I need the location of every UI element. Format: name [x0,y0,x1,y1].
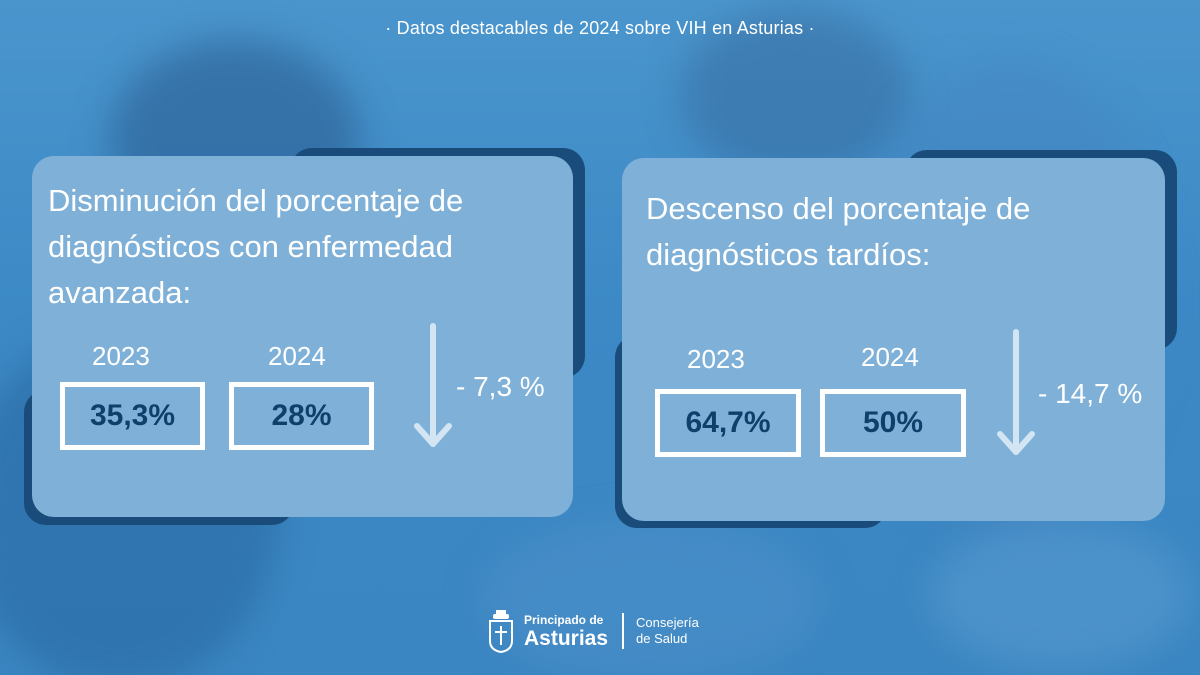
coat-of-arms-icon [489,610,513,653]
change-percentage: - 14,7 % [1038,378,1143,409]
org-name-line2: Asturias [524,626,609,650]
down-arrow-icon [997,329,1035,455]
card-title: Disminución del porcentaje de diagnóstic… [48,178,568,316]
card-title-line: diagnósticos con enfermedad [48,229,453,264]
year-label-2024: 2024 [268,341,326,371]
year-label-2023: 2023 [687,344,745,374]
down-arrow-icon [414,323,452,447]
value-box-2023: 64,7% [655,389,801,457]
value-box-2023: 35,3% [60,382,205,450]
value-box-2024: 28% [229,382,374,450]
page-title: · Datos destacables de 2024 sobre VIH en… [385,18,815,38]
card-title-line: diagnósticos tardíos: [646,237,931,272]
card-title: Descenso del porcentaje de diagnósticos … [646,186,1156,278]
department-name-line1: Consejería [636,615,699,630]
change-percentage: - 7,3 % [456,371,545,402]
year-label-2024: 2024 [861,342,919,372]
footer-divider [622,613,625,649]
card-title-line: Descenso del porcentaje de [646,191,1031,226]
footer-logo: Principado de Asturias Consejería de Sal… [488,608,699,654]
value-box-2024: 50% [820,389,966,457]
department-name-line2: de Salud [636,631,688,646]
card-title-line: Disminución del porcentaje de [48,183,464,218]
org-name: Principado de Asturias [524,614,608,649]
department-name: Consejería de Salud [636,615,699,647]
card-title-line: avanzada: [48,275,192,310]
year-label-2023: 2023 [92,341,150,371]
org-name-line1: Principado de [524,612,604,627]
